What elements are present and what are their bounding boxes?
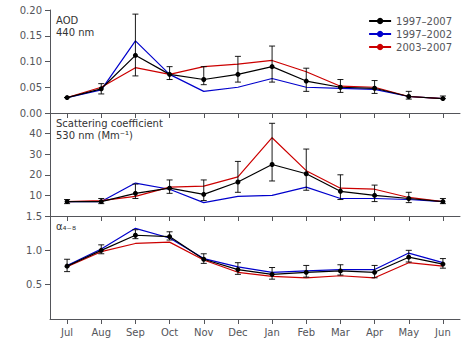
svg-text:Apr: Apr — [366, 327, 384, 338]
svg-text:0.15: 0.15 — [20, 30, 42, 41]
svg-text:0.10: 0.10 — [20, 56, 42, 67]
svg-text:0.20: 0.20 — [20, 5, 42, 16]
svg-text:2003–2007: 2003–2007 — [396, 42, 452, 53]
svg-text:Nov: Nov — [194, 327, 214, 338]
svg-text:40: 40 — [29, 128, 42, 139]
svg-text:Jul: Jul — [60, 327, 73, 338]
svg-text:0.5: 0.5 — [26, 279, 42, 290]
svg-text:Dec: Dec — [228, 327, 247, 338]
svg-text:440 nm: 440 nm — [56, 27, 94, 38]
svg-text:1.0: 1.0 — [26, 245, 42, 256]
svg-text:Jun: Jun — [434, 327, 451, 338]
svg-text:20: 20 — [29, 169, 42, 180]
svg-text:530 nm (Mm⁻¹): 530 nm (Mm⁻¹) — [56, 130, 133, 141]
svg-text:1997–2007: 1997–2007 — [396, 16, 452, 27]
svg-text:Aug: Aug — [91, 327, 111, 338]
svg-text:1997–2002: 1997–2002 — [396, 29, 452, 40]
svg-text:1.5: 1.5 — [26, 211, 42, 222]
svg-text:α₄₋₈: α₄₋₈ — [56, 221, 76, 232]
svg-text:0.00: 0.00 — [20, 108, 42, 119]
svg-text:Feb: Feb — [297, 327, 315, 338]
svg-text:Jan: Jan — [263, 327, 279, 338]
svg-text:10: 10 — [29, 190, 42, 201]
svg-text:0.05: 0.05 — [20, 82, 42, 93]
svg-text:Mar: Mar — [331, 327, 351, 338]
svg-text:Sep: Sep — [126, 327, 145, 338]
svg-text:May: May — [398, 327, 419, 338]
svg-text:Scattering coefficient: Scattering coefficient — [56, 118, 163, 129]
svg-text:30: 30 — [29, 149, 42, 160]
svg-text:Oct: Oct — [161, 327, 178, 338]
svg-text:AOD: AOD — [56, 15, 79, 26]
